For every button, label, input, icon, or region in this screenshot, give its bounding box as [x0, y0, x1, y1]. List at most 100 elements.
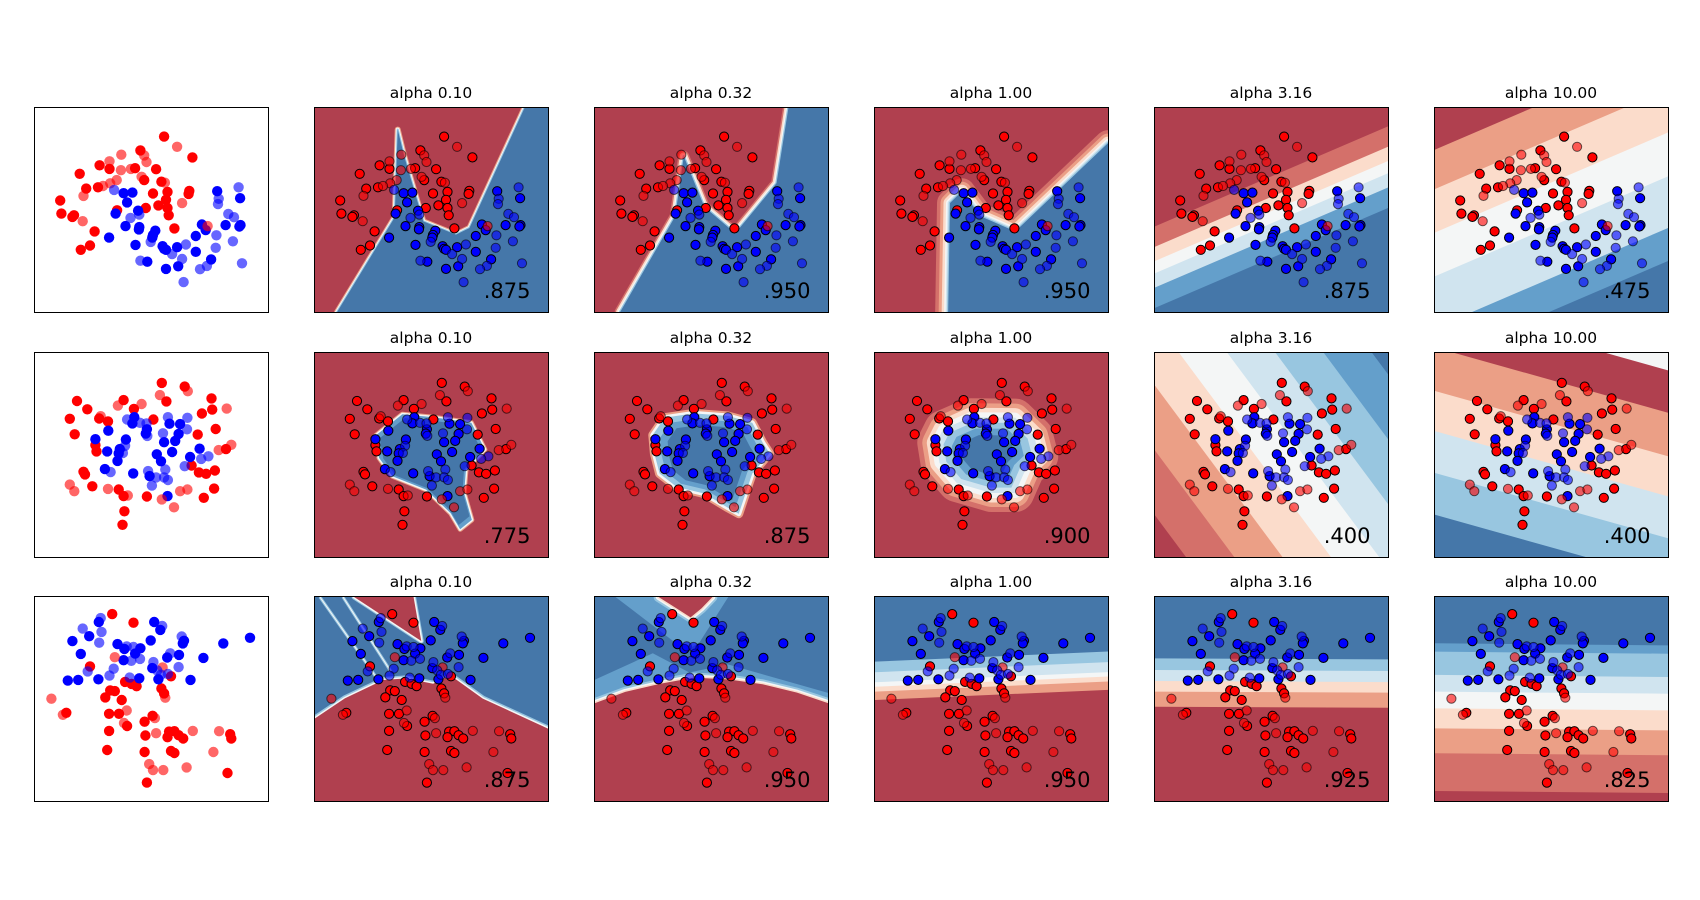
point-blue-train — [662, 425, 673, 436]
point-blue-train — [998, 437, 1009, 448]
point-red-test — [125, 163, 136, 175]
point-blue-train — [346, 636, 358, 647]
point-red-train — [1045, 393, 1057, 404]
point-blue-train — [1034, 443, 1045, 454]
point-blue-test — [1579, 461, 1590, 472]
point-red-train — [463, 188, 474, 200]
point-red-test — [501, 403, 512, 414]
point-blue-test — [1241, 414, 1252, 425]
point-blue-train — [390, 208, 401, 219]
point-blue-train — [661, 446, 672, 457]
point-red-train — [1598, 492, 1609, 503]
point-red-test — [662, 483, 673, 494]
point-red-test — [1301, 484, 1312, 495]
point-red-train — [956, 519, 968, 530]
point-blue-test — [1332, 199, 1343, 210]
point-red-train — [1280, 396, 1291, 407]
point-red-test — [1011, 141, 1022, 152]
point-red-test — [961, 705, 972, 716]
panel-title: alpha 0.10 — [389, 329, 473, 347]
point-red-test — [1269, 713, 1280, 724]
point-blue-train — [973, 224, 984, 235]
point-red-test — [147, 764, 158, 776]
point-blue-test — [943, 670, 955, 681]
score-label: .875 — [763, 524, 811, 548]
point-red-train — [141, 777, 152, 788]
point-red-test — [1197, 190, 1209, 202]
point-blue-test — [127, 641, 139, 653]
point-blue-test — [694, 653, 705, 665]
point-red-train — [1174, 195, 1185, 206]
point-blue-test — [1562, 412, 1573, 423]
point-red-train — [1490, 446, 1502, 457]
scatter-plot — [1434, 353, 1668, 557]
point-blue-train — [1548, 616, 1559, 628]
point-blue-test — [1002, 474, 1013, 486]
point-blue-train — [932, 674, 944, 685]
point-blue-test — [716, 620, 727, 632]
point-red-train — [1592, 429, 1603, 440]
point-red-train — [1259, 746, 1270, 758]
point-red-test — [181, 484, 193, 495]
point-red-test — [999, 692, 1010, 703]
point-blue-train — [1024, 451, 1035, 463]
point-red-train — [116, 519, 128, 530]
point-blue-test — [195, 453, 206, 465]
point-red-test — [917, 190, 929, 202]
point-red-train — [1328, 483, 1339, 494]
point-red-test — [115, 149, 127, 160]
point-blue-test — [1493, 637, 1504, 648]
point-red-train — [1608, 483, 1619, 494]
point-blue-test — [1524, 672, 1535, 683]
point-red-train — [1259, 730, 1271, 741]
score-label: .950 — [1043, 279, 1091, 303]
scatter-plot — [314, 108, 548, 312]
point-red-train — [919, 469, 930, 480]
point-red-train — [205, 393, 217, 404]
point-red-train — [996, 377, 1007, 388]
point-blue-train — [1275, 456, 1286, 467]
point-blue-test — [1016, 631, 1027, 642]
point-red-train — [466, 152, 477, 163]
point-red-test — [731, 141, 742, 152]
point-red-test — [140, 156, 152, 168]
point-blue-train — [155, 456, 166, 467]
point-red-train — [1568, 747, 1579, 759]
point-blue-train — [217, 638, 228, 649]
point-blue-test — [793, 182, 804, 193]
point-red-test — [103, 156, 115, 167]
point-blue-test — [181, 412, 193, 423]
point-red-train — [1194, 168, 1205, 179]
point-blue-train — [391, 455, 403, 467]
point-blue-test — [945, 467, 956, 478]
point-red-test — [663, 156, 675, 167]
point-red-test — [1217, 180, 1228, 192]
point-red-test — [1279, 692, 1290, 703]
point-red-train — [701, 491, 712, 502]
point-blue-test — [474, 264, 485, 275]
point-blue-train — [1013, 649, 1024, 661]
point-red-train — [147, 188, 158, 199]
point-blue-test — [1018, 277, 1029, 288]
point-red-test — [1267, 765, 1278, 776]
point-blue-test — [176, 253, 187, 265]
point-red-train — [361, 404, 372, 415]
point-red-train — [615, 208, 626, 219]
point-blue-train — [950, 208, 961, 219]
point-blue-train — [1558, 437, 1569, 448]
point-red-test — [736, 198, 747, 209]
point-blue-train — [1644, 632, 1655, 643]
point-blue-test — [1576, 631, 1587, 642]
point-blue-train — [470, 246, 481, 257]
point-red-test — [159, 692, 170, 703]
point-red-test — [1333, 726, 1344, 737]
point-red-test — [696, 171, 707, 182]
point-blue-train — [1617, 638, 1628, 649]
point-blue-test — [446, 249, 457, 260]
point-blue-test — [82, 666, 93, 677]
point-red-train — [699, 716, 710, 727]
point-red-train — [160, 194, 171, 205]
point-red-train — [448, 747, 459, 759]
point-blue-test — [124, 672, 135, 683]
point-red-test — [1274, 390, 1285, 401]
